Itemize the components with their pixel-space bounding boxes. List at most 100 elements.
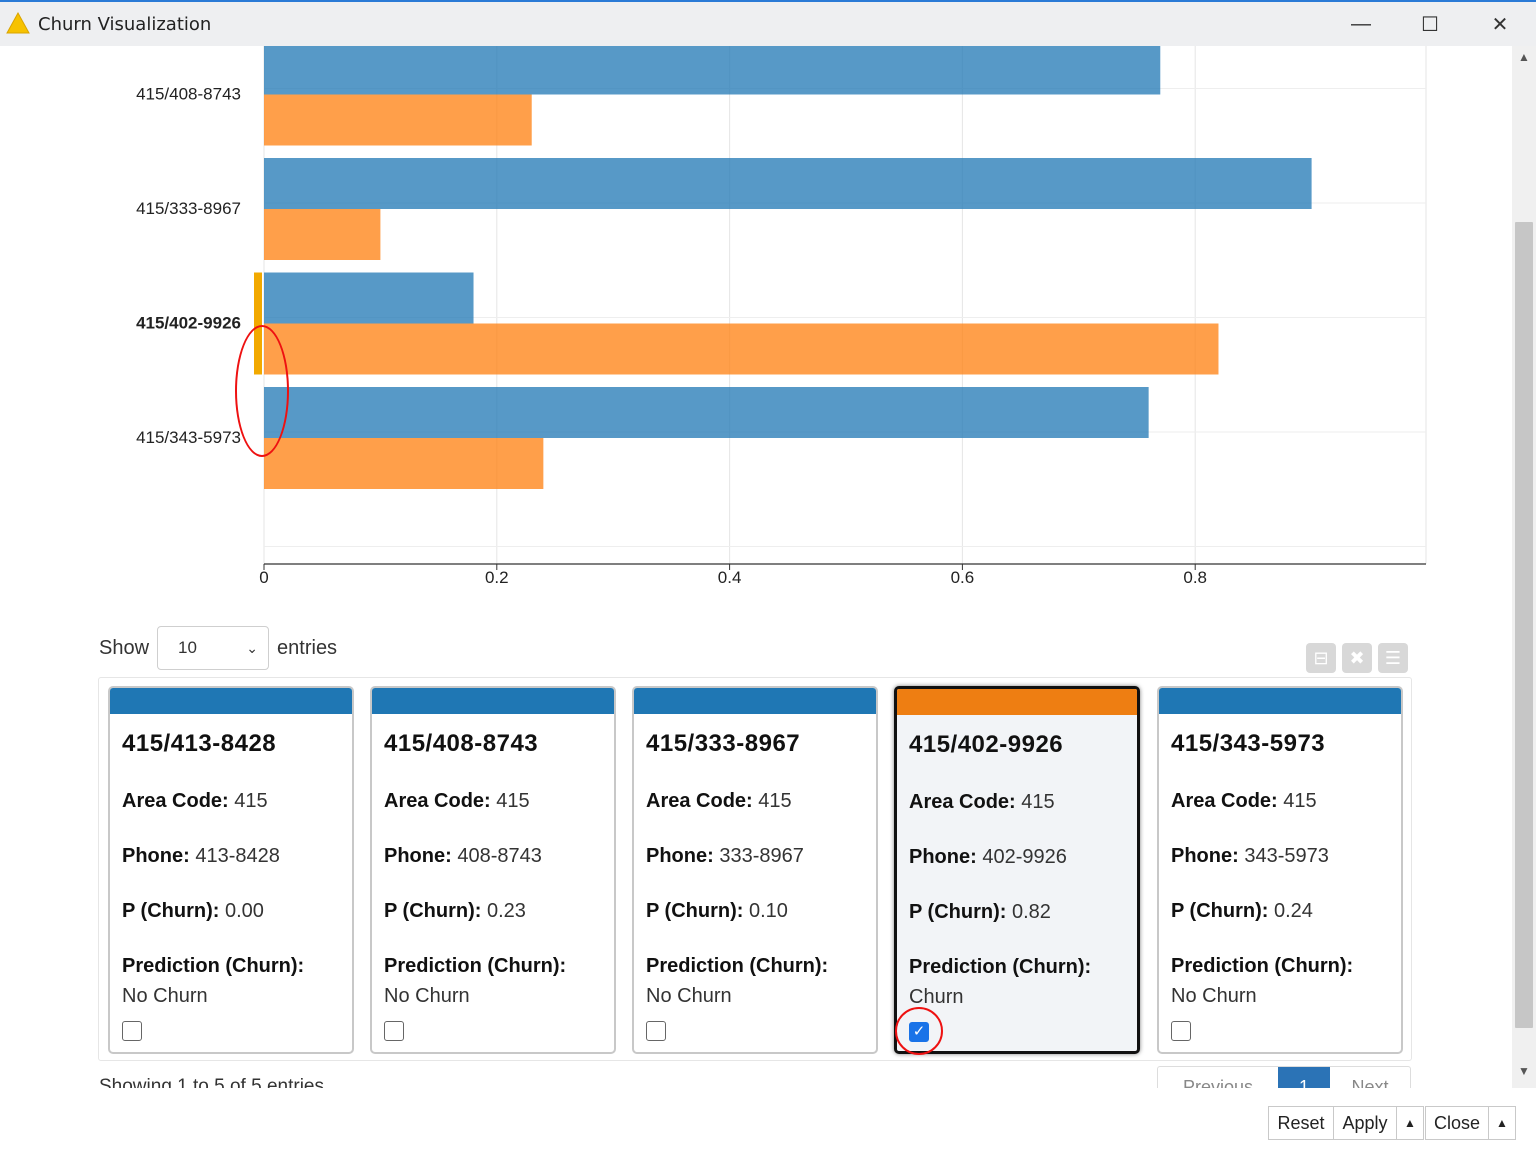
customer-card[interactable]: 415/402-9926 Area Code: 415 Phone: 402-992…	[894, 686, 1140, 1054]
y-tick-label: 415/333-8967	[136, 199, 241, 218]
prediction-label: Prediction (Churn):	[384, 955, 566, 978]
customer-card[interactable]: 415/343-5973 Area Code: 415 Phone: 343-597…	[1157, 686, 1403, 1054]
churn-probability-value: 0.23	[486, 900, 526, 922]
list-view-icon[interactable]: ☰	[1378, 643, 1408, 673]
churn-probability-value: 0.00	[224, 900, 264, 922]
card-status-band	[1159, 688, 1401, 714]
area-code-field: Area Code: 415	[384, 790, 530, 813]
phone-field: Phone: 333-8967	[646, 845, 804, 868]
bar-series-2	[264, 94, 532, 146]
scroll-down-icon[interactable]: ▼	[1518, 1064, 1530, 1078]
area-code-field: Area Code: 415	[1171, 790, 1317, 813]
area-code-value: 415	[234, 790, 268, 812]
churn-bar-chart: 415/413-8428415/408-8743415/333-8967415/…	[136, 46, 1427, 587]
churn-probability-value: 0.10	[748, 900, 788, 922]
churn-probability-label: P (Churn):	[384, 900, 482, 922]
card-status-band	[110, 688, 352, 714]
area-code-label: Area Code:	[646, 790, 753, 812]
close-dropdown-icon[interactable]: ▲	[1488, 1106, 1516, 1140]
churn-probability-field: P (Churn): 0.82	[909, 901, 1051, 924]
phone-field: Phone: 343-5973	[1171, 845, 1329, 868]
close-icon: ✕	[1491, 13, 1509, 36]
scrollbar-thumb[interactable]	[1515, 222, 1533, 1028]
close-button[interactable]: Close	[1425, 1106, 1489, 1140]
apply-button[interactable]: Apply	[1333, 1106, 1397, 1140]
bar-series-1	[264, 46, 1161, 95]
x-tick-label: 0	[259, 568, 268, 587]
phone-value: 413-8428	[195, 845, 280, 867]
churn-probability-field: P (Churn): 0.23	[384, 900, 526, 923]
view-toolbar: ⊟ ✖ ☰	[1306, 643, 1408, 673]
select-checkbox[interactable]: ✓	[909, 1022, 929, 1042]
bar-series-2	[264, 323, 1219, 375]
page-size-value: 10	[178, 638, 197, 657]
show-label: Show	[99, 636, 150, 659]
card-grid: 415/413-8428 Area Code: 415 Phone: 413-842…	[98, 677, 1412, 1061]
close-window-button[interactable]: ✕	[1470, 2, 1530, 46]
bar-series-1	[264, 272, 474, 324]
churn-probability-label: P (Churn):	[646, 900, 744, 922]
x-tick-label: 0.2	[485, 568, 509, 587]
pagination: Previous 1 Next	[1157, 1066, 1411, 1088]
churn-probability-label: P (Churn):	[122, 900, 220, 922]
phone-field: Phone: 413-8428	[122, 845, 280, 868]
phone-value: 408-8743	[457, 845, 542, 867]
churn-probability-field: P (Churn): 0.24	[1171, 900, 1313, 923]
card-title: 415/343-5973	[1171, 730, 1326, 757]
customer-card[interactable]: 415/408-8743 Area Code: 415 Phone: 408-874…	[370, 686, 616, 1054]
maximize-icon: ☐	[1421, 13, 1439, 36]
customer-card[interactable]: 415/413-8428 Area Code: 415 Phone: 413-842…	[108, 686, 354, 1054]
entries-label: entries	[277, 636, 338, 659]
prediction-value: No Churn	[1171, 985, 1257, 1007]
reset-button[interactable]: Reset	[1268, 1106, 1334, 1140]
card-title: 415/413-8428	[122, 730, 277, 757]
prediction-label-text: Prediction (Churn):	[384, 955, 567, 977]
select-checkbox[interactable]	[1171, 1021, 1191, 1041]
minimize-icon: —	[1351, 12, 1371, 35]
prediction-label-text: Prediction (Churn):	[1171, 955, 1354, 977]
churn-probability-label: P (Churn):	[909, 901, 1007, 923]
scroll-up-icon[interactable]: ▲	[1518, 50, 1530, 64]
x-tick-label: 0.8	[1183, 568, 1207, 587]
phone-label: Phone:	[909, 846, 977, 868]
minimize-button[interactable]: —	[1331, 2, 1391, 46]
select-checkbox[interactable]	[646, 1021, 666, 1041]
area-code-label: Area Code:	[122, 790, 229, 812]
card-title: 415/333-8967	[646, 730, 801, 757]
y-tick-label: 415/343-5973	[136, 428, 241, 447]
phone-label: Phone:	[1171, 845, 1239, 867]
select-checkbox[interactable]	[384, 1021, 404, 1041]
customer-card[interactable]: 415/333-8967 Area Code: 415 Phone: 333-896…	[632, 686, 878, 1054]
current-page-button[interactable]: 1	[1278, 1067, 1330, 1088]
selection-marker	[254, 272, 262, 375]
prediction-label: Prediction (Churn):	[646, 955, 828, 978]
maximize-button[interactable]: ☐	[1400, 2, 1460, 46]
next-page-button[interactable]: Next	[1351, 1077, 1389, 1088]
prediction-value: No Churn	[646, 985, 732, 1007]
area-code-field: Area Code: 415	[122, 790, 268, 813]
apply-dropdown-icon[interactable]: ▲	[1396, 1106, 1424, 1140]
chevron-down-icon: ⌄	[246, 639, 259, 656]
phone-value: 402-9926	[982, 846, 1067, 868]
churn-probability-field: P (Churn): 0.00	[122, 900, 264, 923]
churn-probability-field: P (Churn): 0.10	[646, 900, 788, 923]
card-status-band	[372, 688, 614, 714]
collapse-icon[interactable]: ⊟	[1306, 643, 1336, 673]
fullscreen-icon[interactable]: ✖	[1342, 643, 1372, 673]
page-size-select[interactable]: 10 ⌄	[157, 626, 270, 670]
previous-page-button[interactable]: Previous	[1182, 1077, 1254, 1088]
vertical-scrollbar[interactable]: ▲ ▼	[1512, 46, 1536, 1088]
window-title: Churn Visualization	[38, 14, 212, 35]
prediction-value: No Churn	[122, 985, 208, 1007]
card-status-band	[634, 688, 876, 714]
content-viewport: 415/413-8428415/408-8743415/333-8967415/…	[0, 46, 1512, 1088]
title-bar: Churn Visualization — ☐ ✕	[0, 0, 1536, 46]
prediction-label-text: Prediction (Churn):	[122, 955, 305, 977]
select-checkbox[interactable]	[122, 1021, 142, 1041]
area-code-label: Area Code:	[384, 790, 491, 812]
area-code-field: Area Code: 415	[909, 791, 1055, 814]
card-status-band	[897, 689, 1137, 715]
area-code-value: 415	[1021, 791, 1055, 813]
churn-probability-value: 0.24	[1273, 900, 1313, 922]
bar-series-1	[264, 387, 1149, 438]
